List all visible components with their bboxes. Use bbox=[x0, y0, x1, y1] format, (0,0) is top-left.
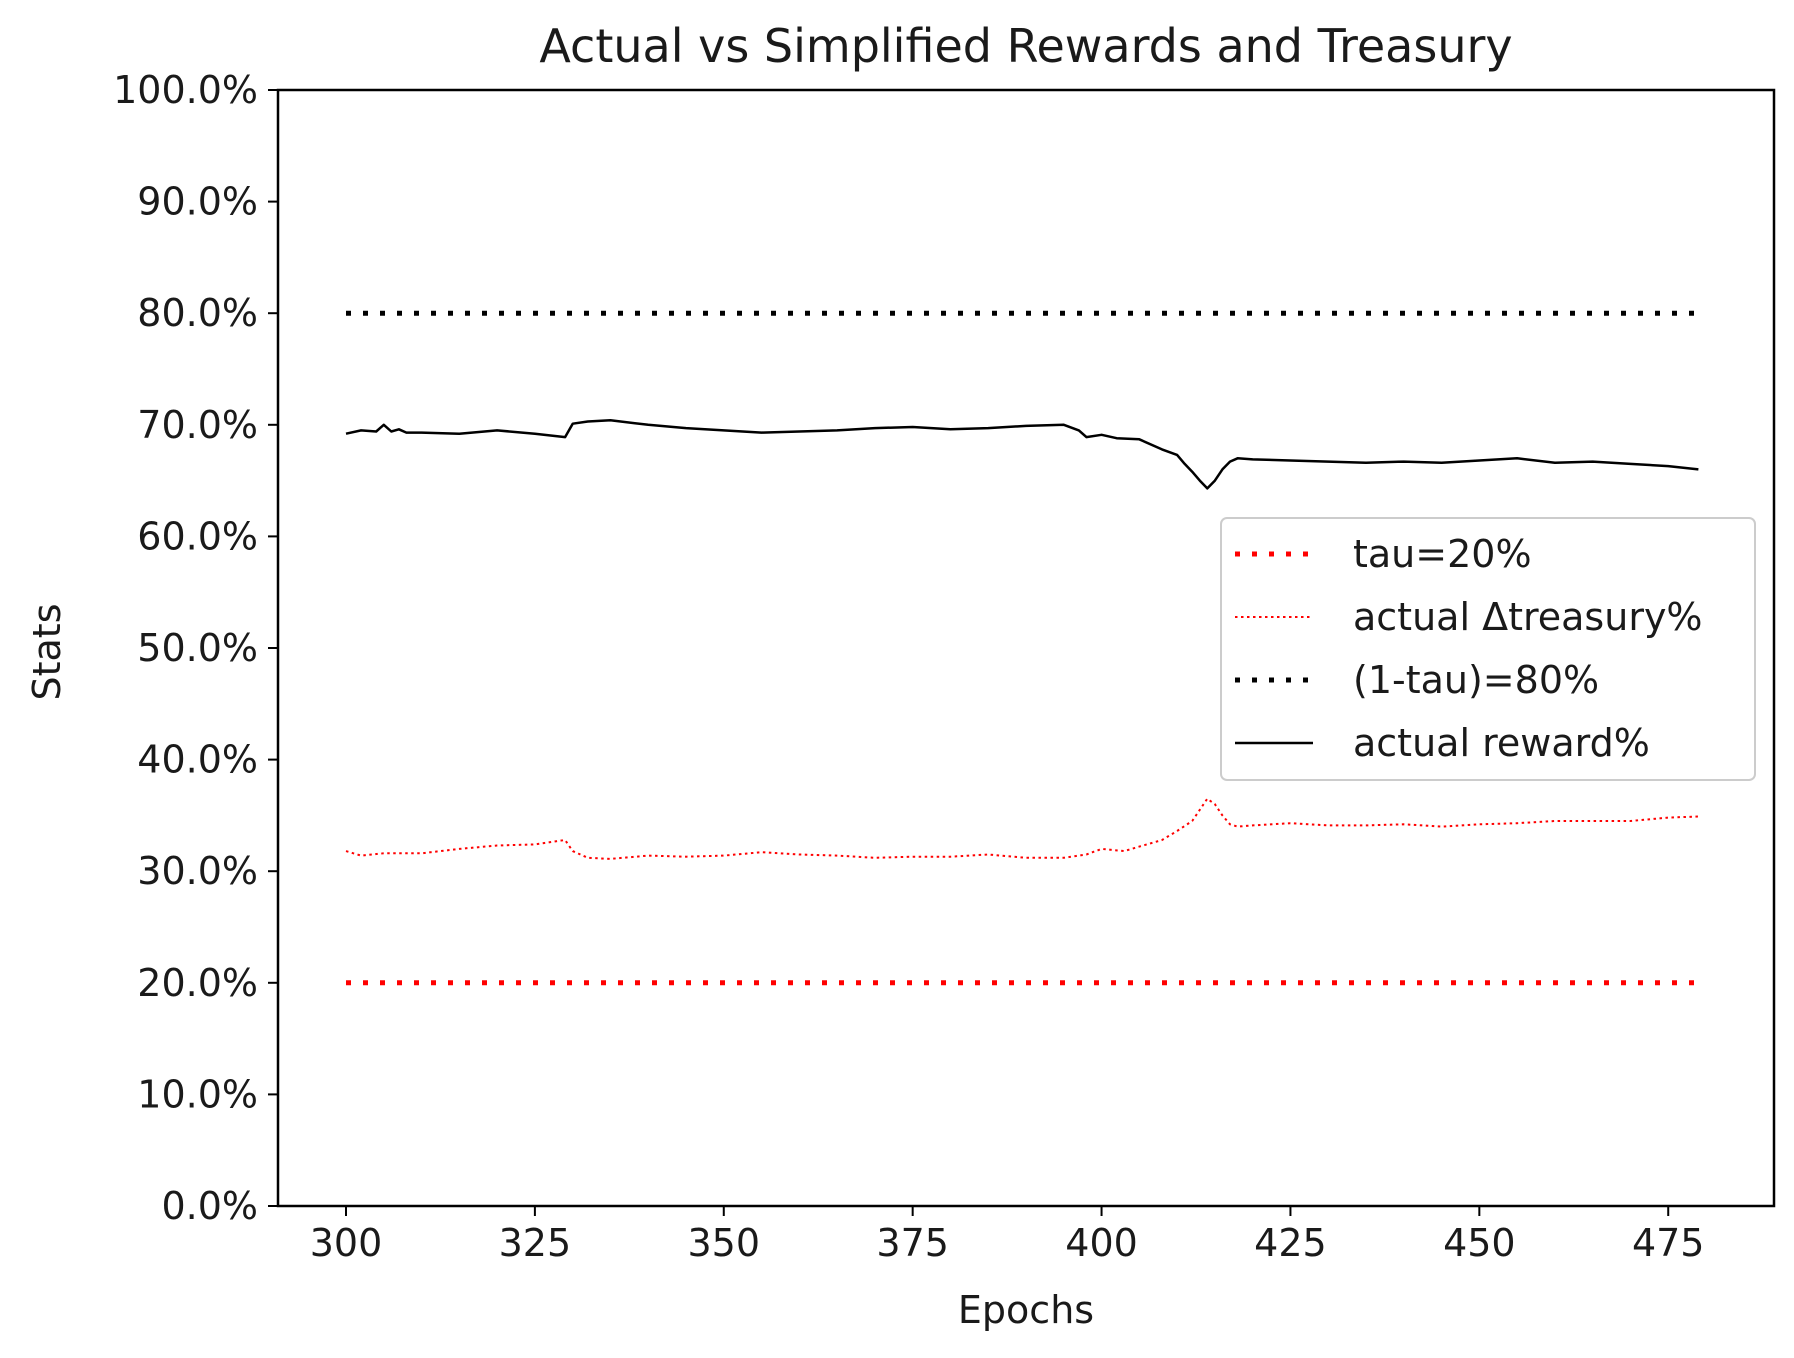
legend-label-3: (1-tau)=80% bbox=[1353, 658, 1599, 702]
y-tick-label: 60.0% bbox=[137, 514, 258, 558]
y-axis-label: Stats bbox=[25, 603, 69, 700]
axis-ticks: 300 325 350 375 400 425 450 475 0.0% 10.0% 20.0% 30… bbox=[113, 68, 1704, 1265]
x-tick-label: 375 bbox=[876, 1221, 949, 1265]
y-tick-label: 50.0% bbox=[137, 626, 258, 670]
legend-label-2: actual Δtreasury% bbox=[1353, 595, 1703, 639]
y-tick-label: 30.0% bbox=[137, 849, 258, 893]
legend-label-4: actual reward% bbox=[1353, 721, 1650, 765]
y-tick-label: 40.0% bbox=[137, 738, 258, 782]
legend-label-1: tau=20% bbox=[1353, 532, 1532, 576]
series-line-4 bbox=[345, 419, 1699, 490]
y-tick-label: 10.0% bbox=[137, 1072, 258, 1116]
x-tick-label: 400 bbox=[1065, 1221, 1138, 1265]
x-tick-label: 300 bbox=[310, 1221, 383, 1265]
plot-frame bbox=[276, 88, 1776, 1208]
y-tick-label: 70.0% bbox=[137, 403, 258, 447]
legend-box bbox=[1220, 517, 1756, 781]
x-tick-label: 425 bbox=[1254, 1221, 1327, 1265]
y-tick-label: 100.0% bbox=[113, 68, 258, 112]
y-tick-label: 80.0% bbox=[137, 291, 258, 335]
x-tick-label: 475 bbox=[1632, 1221, 1705, 1265]
y-tick-label: 0.0% bbox=[161, 1184, 258, 1228]
x-tick-label: 325 bbox=[499, 1221, 572, 1265]
y-tick-label: 20.0% bbox=[137, 961, 258, 1005]
x-tick-label: 450 bbox=[1443, 1221, 1516, 1265]
chart-title: Actual vs Simplified Rewards and Treasur… bbox=[539, 19, 1512, 73]
plot-layer bbox=[345, 310, 1706, 986]
legend: tau=20% actual Δtreasury% (1-tau)=80% actua… bbox=[1220, 517, 1756, 781]
x-axis-label: Epochs bbox=[958, 1288, 1094, 1332]
x-tick-label: 350 bbox=[688, 1221, 761, 1265]
series-line-2 bbox=[345, 797, 1699, 860]
y-tick-label: 90.0% bbox=[137, 180, 258, 224]
